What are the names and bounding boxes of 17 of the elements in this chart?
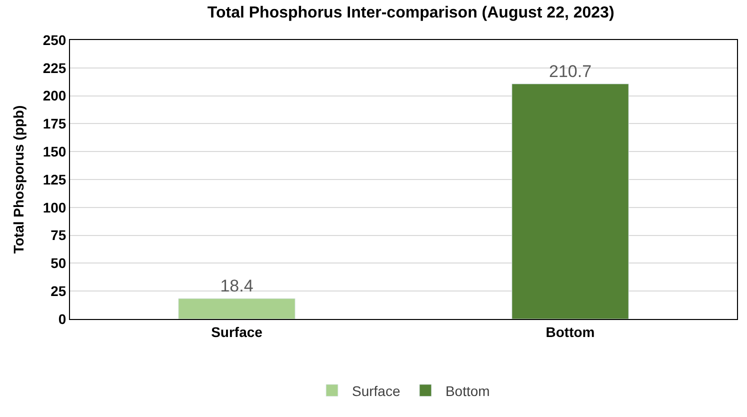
y-tick-label: 0: [58, 310, 66, 327]
y-tick-label: 100: [42, 199, 66, 216]
y-axis-title: Total Phosporus (ppb): [10, 105, 26, 254]
data-label: 18.4: [220, 276, 254, 296]
y-tick-label: 175: [42, 116, 66, 132]
data-label: 210.7: [548, 62, 592, 81]
y-tick-label: 250: [42, 32, 66, 48]
y-tick-label: 150: [42, 144, 66, 160]
y-tick-label: 200: [42, 88, 66, 104]
legend-label: Surface: [352, 382, 400, 399]
chart-title: Total Phosphorus Inter-comparison (August 22, 2023): [207, 4, 614, 22]
y-tick-label: 50: [50, 255, 66, 272]
y-tick-label: 75: [50, 227, 66, 244]
y-tick-label: 225: [42, 60, 66, 76]
y-tick-label: 125: [42, 171, 66, 188]
y-tick-label: 25: [50, 283, 66, 299]
legend-label: Bottom: [445, 382, 490, 399]
